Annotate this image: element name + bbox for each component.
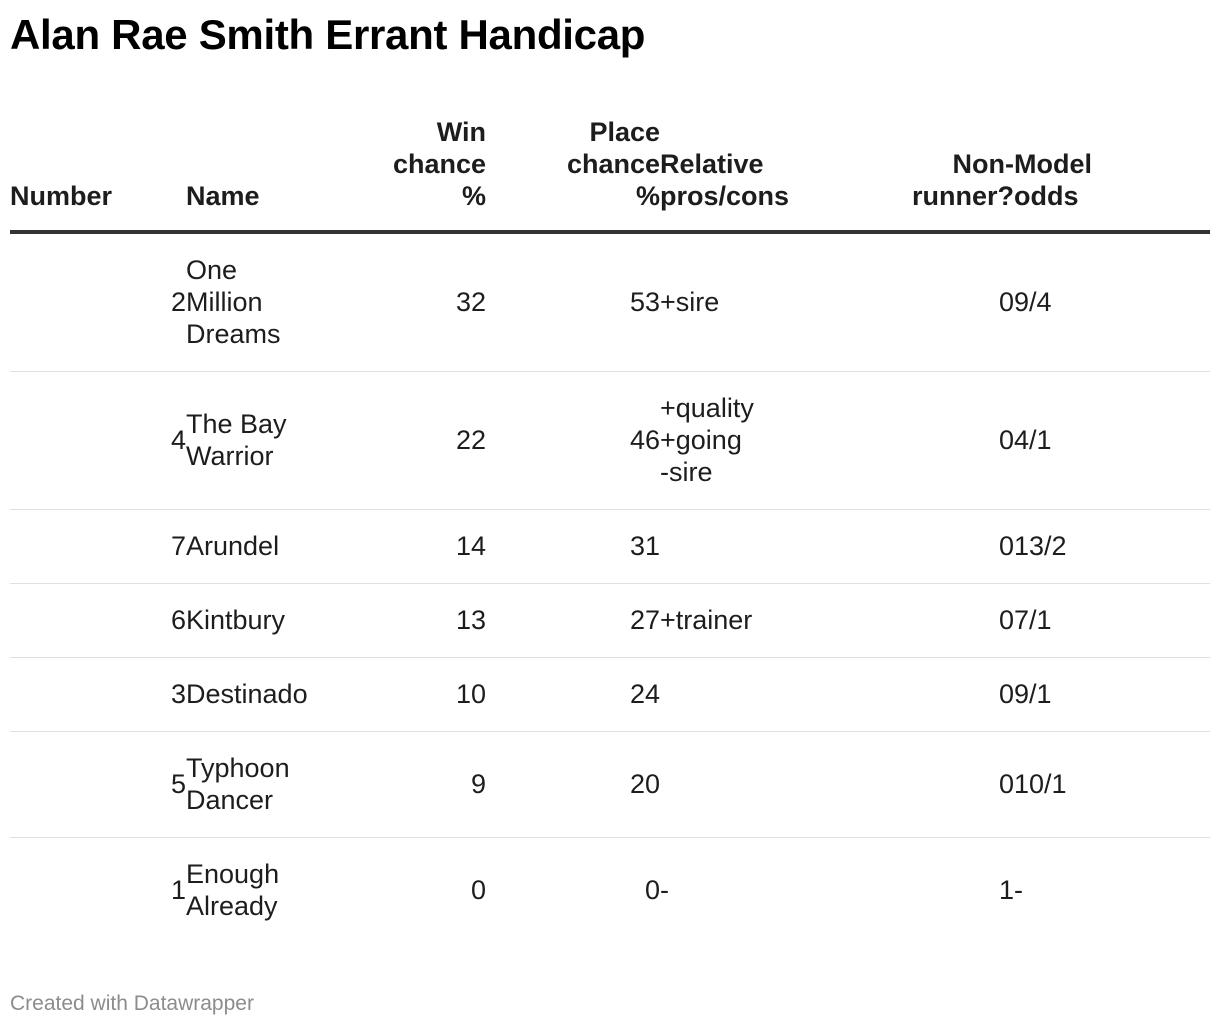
cell-win-chance: 22 <box>336 371 486 510</box>
cell-number: 2 <box>10 232 186 372</box>
table-row: 4 The Bay Warrior 22 46 +quality +going … <box>10 371 1210 510</box>
table-row: 7 Arundel 14 31 0 13/2 <box>10 509 1210 584</box>
cell-place-chance: 0 <box>644 875 660 906</box>
cell-place-chance: 20 <box>486 731 660 838</box>
cell-name: Typhoon Dancer <box>186 731 336 838</box>
cell-name: Destinado <box>186 657 336 732</box>
cell-non-runner: 0 <box>830 657 1014 732</box>
cell-non-runner: 0 <box>830 371 1014 510</box>
cell-win-chance: 0 <box>470 875 486 906</box>
header-model-odds[interactable]: Model odds <box>1014 116 1210 234</box>
race-table: Number Name Win chance % Place chance % … <box>10 116 1210 943</box>
cell-non-runner: 0 <box>830 232 1014 372</box>
cell-non-runner: 0 <box>830 731 1014 838</box>
cell-model-odds: 4/1 <box>1014 371 1210 510</box>
header-place-chance[interactable]: Place chance % <box>486 116 660 234</box>
cell-name: The Bay Warrior <box>186 371 336 510</box>
cell-model-odds: 9/1 <box>1014 657 1210 732</box>
cell-name: Enough Already <box>186 859 280 922</box>
cell-place-chance: 31 <box>486 509 660 584</box>
cell-relative-pros-cons: +quality +going -sire <box>660 371 830 510</box>
header-relative-pros-cons[interactable]: Relative pros/cons <box>660 116 830 234</box>
header-number[interactable]: Number <box>10 116 186 234</box>
cell-model-odds: 10/1 <box>1014 731 1210 838</box>
cell-win-chance: 9 <box>336 731 486 838</box>
cell-place-chance: 53 <box>486 232 660 372</box>
cell-model-odds: 7/1 <box>1014 583 1210 658</box>
header-name[interactable]: Name <box>186 116 336 234</box>
cell-place-chance: 46 <box>486 371 660 510</box>
cell-name: One Million Dreams <box>186 232 336 372</box>
cell-number: 4 <box>10 371 186 510</box>
cell-model-odds: 13/2 <box>1014 509 1210 584</box>
chart-title: Alan Rae Smith Errant Handicap <box>10 11 646 58</box>
cell-relative-pros-cons: +trainer <box>660 583 830 658</box>
cell-number: 5 <box>10 731 186 838</box>
cell-non-runner: 0 <box>830 509 1014 584</box>
header-non-runner[interactable]: Non- runner? <box>830 116 1014 234</box>
cell-relative-pros-cons <box>660 509 830 584</box>
header-win-chance[interactable]: Win chance % <box>336 116 486 234</box>
cell-relative-pros-cons: +sire <box>660 232 830 372</box>
table-row: 6 Kintbury 13 27 +trainer 0 7/1 <box>10 583 1210 658</box>
cell-place-chance: 27 <box>486 583 660 658</box>
cell-relative-pros-cons <box>660 731 830 838</box>
cell-relative-pros-cons: - <box>660 875 669 906</box>
cell-model-odds: - <box>1014 875 1023 906</box>
cell-win-chance: 14 <box>336 509 486 584</box>
footer-credit: Created with Datawrapper <box>10 992 254 1015</box>
cell-place-chance: 24 <box>486 657 660 732</box>
cell-model-odds: 9/4 <box>1014 232 1210 372</box>
cell-non-runner: 0 <box>830 583 1014 658</box>
cell-win-chance: 10 <box>336 657 486 732</box>
cell-number: 7 <box>10 509 186 584</box>
header-row: Number Name Win chance % Place chance % … <box>10 116 1210 234</box>
table-row: 2 One Million Dreams 32 53 +sire 0 9/4 <box>10 232 1210 372</box>
cell-win-chance: 32 <box>336 232 486 372</box>
cell-name: Kintbury <box>186 583 336 658</box>
cell-non-runner: 1 <box>998 875 1014 906</box>
cell-number: 1 <box>170 875 186 906</box>
cell-number: 3 <box>10 657 186 732</box>
table-row: 1 Enough Already 0 0 - 1 - <box>10 837 1210 943</box>
cell-name: Arundel <box>186 509 336 584</box>
cell-win-chance: 13 <box>336 583 486 658</box>
table-row: 3 Destinado 10 24 0 9/1 <box>10 657 1210 732</box>
table-row: 5 Typhoon Dancer 9 20 0 10/1 <box>10 731 1210 838</box>
cell-relative-pros-cons <box>660 657 830 732</box>
cell-number: 6 <box>10 583 186 658</box>
